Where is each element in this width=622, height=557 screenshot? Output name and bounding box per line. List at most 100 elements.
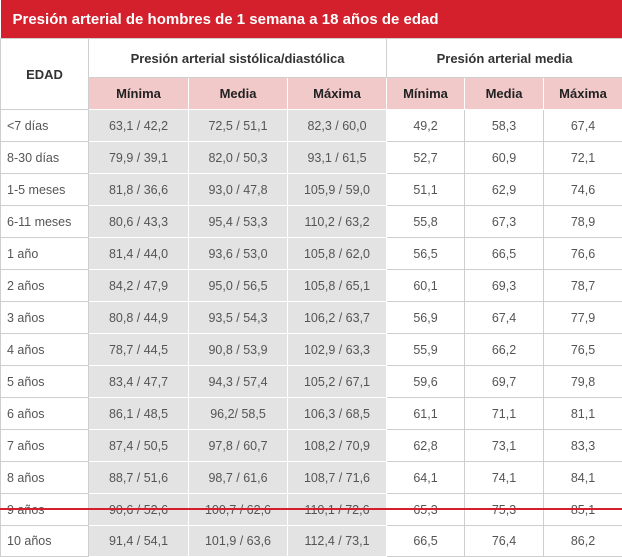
sys-max-cell: 102,9 / 63,3: [288, 334, 387, 366]
mean-max-cell: 79,8: [544, 366, 622, 398]
sys-med-cell: 82,0 / 50,3: [189, 142, 288, 174]
sys-min-cell: 81,8 / 36,6: [89, 174, 189, 206]
mean-med-cell: 67,3: [465, 206, 544, 238]
age-cell: 4 años: [1, 334, 89, 366]
sys-max-cell: 108,2 / 70,9: [288, 430, 387, 462]
mean-med-cell: 71,1: [465, 398, 544, 430]
age-cell: 3 años: [1, 302, 89, 334]
age-cell: 6-11 meses: [1, 206, 89, 238]
sys-max-cell: 93,1 / 61,5: [288, 142, 387, 174]
sys-min-cell: 78,7 / 44,5: [89, 334, 189, 366]
sys-min-cell: 84,2 / 47,9: [89, 270, 189, 302]
mean-min-cell: 60,1: [387, 270, 465, 302]
mean-med-cell: 67,4: [465, 302, 544, 334]
subheader-mean-med: Media: [465, 78, 544, 110]
sys-med-cell: 90,8 / 53,9: [189, 334, 288, 366]
mean-max-cell: 76,6: [544, 238, 622, 270]
mean-min-cell: 59,6: [387, 366, 465, 398]
subheader-sys-max: Máxima: [288, 78, 387, 110]
sys-med-cell: 101,9 / 63,6: [189, 526, 288, 557]
mean-med-cell: 66,2: [465, 334, 544, 366]
age-cell: 1-5 meses: [1, 174, 89, 206]
mean-max-cell: 78,9: [544, 206, 622, 238]
sys-max-cell: 106,3 / 68,5: [288, 398, 387, 430]
age-cell: 2 años: [1, 270, 89, 302]
sys-min-cell: 87,4 / 50,5: [89, 430, 189, 462]
age-cell: 6 años: [1, 398, 89, 430]
sys-max-cell: 105,8 / 65,1: [288, 270, 387, 302]
mean-med-cell: 74,1: [465, 462, 544, 494]
mean-med-cell: 69,7: [465, 366, 544, 398]
sys-med-cell: 93,0 / 47,8: [189, 174, 288, 206]
age-cell: 5 años: [1, 366, 89, 398]
age-cell: 1 año: [1, 238, 89, 270]
mean-max-cell: 67,4: [544, 110, 622, 142]
mean-med-cell: 62,9: [465, 174, 544, 206]
sys-min-cell: 83,4 / 47,7: [89, 366, 189, 398]
sys-med-cell: 93,5 / 54,3: [189, 302, 288, 334]
mean-med-cell: 58,3: [465, 110, 544, 142]
sys-med-cell: 95,0 / 56,5: [189, 270, 288, 302]
age-cell: 10 años: [1, 526, 89, 557]
mean-min-cell: 66,5: [387, 526, 465, 557]
subheader-sys-med: Media: [189, 78, 288, 110]
header-group-sys: Presión arterial sistólica/diastólica: [89, 39, 387, 78]
sys-med-cell: 94,3 / 57,4: [189, 366, 288, 398]
sys-med-cell: 97,8 / 60,7: [189, 430, 288, 462]
table-title: Presión arterial de hombres de 1 semana …: [1, 0, 622, 39]
mean-med-cell: 60,9: [465, 142, 544, 174]
sys-min-cell: 91,4 / 54,1: [89, 526, 189, 557]
sys-max-cell: 112,4 / 73,1: [288, 526, 387, 557]
sys-max-cell: 105,9 / 59,0: [288, 174, 387, 206]
sys-med-cell: 93,6 / 53,0: [189, 238, 288, 270]
sys-med-cell: 98,7 / 61,6: [189, 462, 288, 494]
mean-max-cell: 78,7: [544, 270, 622, 302]
age-cell: 7 años: [1, 430, 89, 462]
age-cell: 8 años: [1, 462, 89, 494]
mean-max-cell: 77,9: [544, 302, 622, 334]
mean-min-cell: 62,8: [387, 430, 465, 462]
mean-min-cell: 51,1: [387, 174, 465, 206]
mean-max-cell: 81,1: [544, 398, 622, 430]
sys-min-cell: 63,1 / 42,2: [89, 110, 189, 142]
subheader-mean-min: Mínima: [387, 78, 465, 110]
sys-max-cell: 106,2 / 63,7: [288, 302, 387, 334]
header-group-mean: Presión arterial media: [387, 39, 622, 78]
mean-max-cell: 76,5: [544, 334, 622, 366]
sys-min-cell: 80,8 / 44,9: [89, 302, 189, 334]
mean-min-cell: 52,7: [387, 142, 465, 174]
sys-min-cell: 79,9 / 39,1: [89, 142, 189, 174]
mean-med-cell: 66,5: [465, 238, 544, 270]
age-cell: <7 días: [1, 110, 89, 142]
sys-min-cell: 81,4 / 44,0: [89, 238, 189, 270]
sys-max-cell: 82,3 / 60,0: [288, 110, 387, 142]
mean-min-cell: 55,9: [387, 334, 465, 366]
mean-max-cell: 84,1: [544, 462, 622, 494]
sys-min-cell: 88,7 / 51,6: [89, 462, 189, 494]
header-edad: EDAD: [1, 39, 89, 110]
mean-min-cell: 56,5: [387, 238, 465, 270]
sys-max-cell: 110,2 / 63,2: [288, 206, 387, 238]
mean-max-cell: 72,1: [544, 142, 622, 174]
age-cell: 8-30 días: [1, 142, 89, 174]
mean-min-cell: 49,2: [387, 110, 465, 142]
sys-min-cell: 80,6 / 43,3: [89, 206, 189, 238]
mean-max-cell: 74,6: [544, 174, 622, 206]
mean-min-cell: 61,1: [387, 398, 465, 430]
subheader-sys-min: Mínima: [89, 78, 189, 110]
mean-med-cell: 73,1: [465, 430, 544, 462]
mean-med-cell: 76,4: [465, 526, 544, 557]
sys-med-cell: 72,5 / 51,1: [189, 110, 288, 142]
